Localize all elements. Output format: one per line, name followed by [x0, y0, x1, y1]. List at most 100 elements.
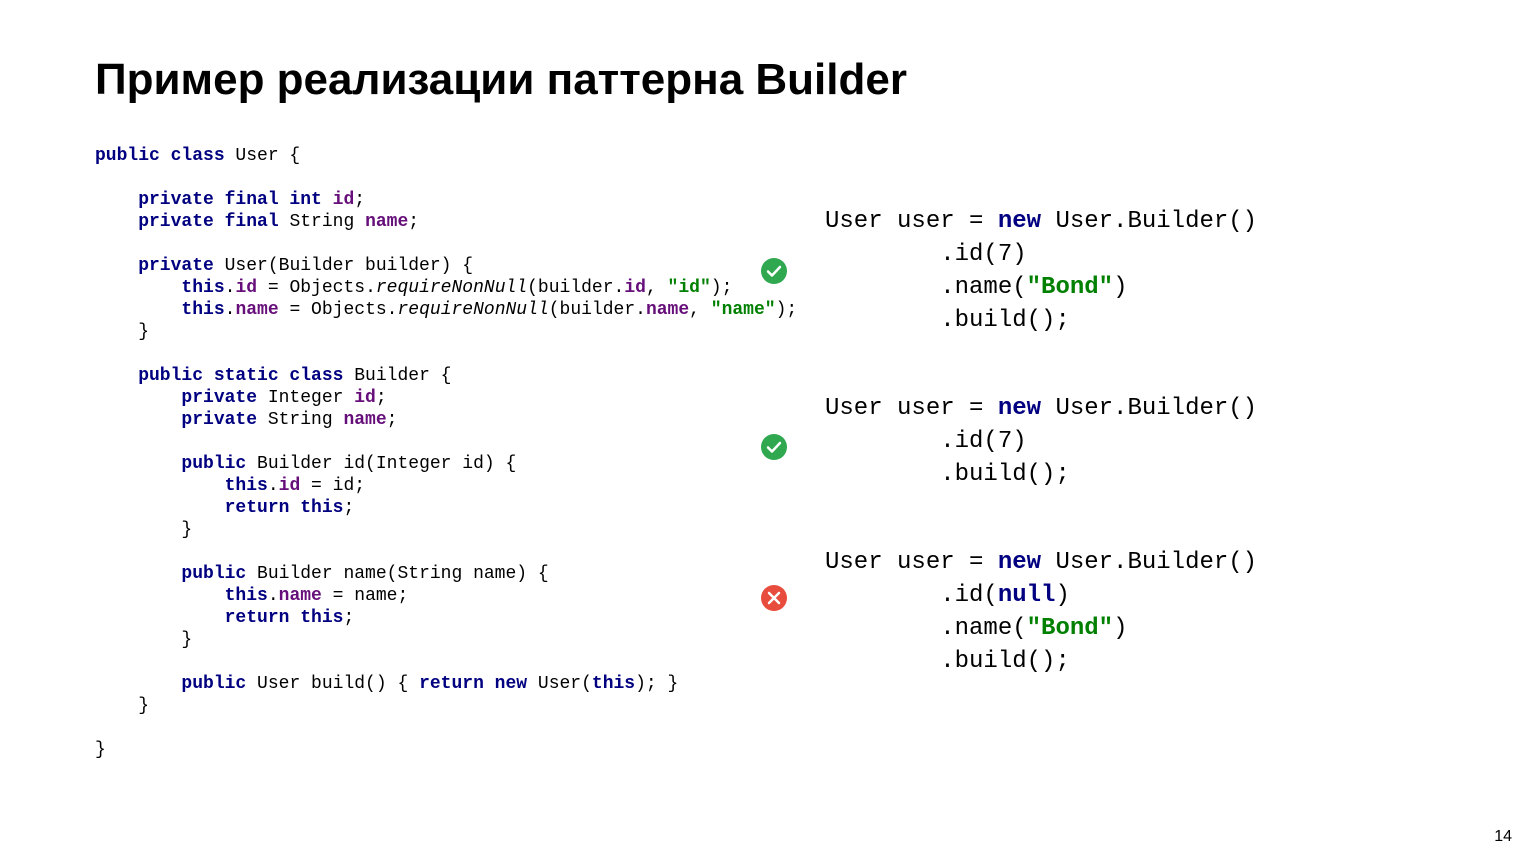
code-text: = name;	[322, 586, 408, 606]
code-text: User user =	[825, 549, 998, 576]
code-text: .build();	[825, 307, 1070, 334]
left-column: public class User { private final int id…	[95, 145, 815, 761]
code-text: String	[279, 212, 365, 232]
code-text: public	[95, 454, 246, 474]
code-text: )	[1113, 615, 1127, 642]
code-text: "name"	[711, 300, 776, 320]
code-text: .build();	[825, 461, 1070, 488]
code-text: String	[257, 410, 343, 430]
code-text: ); }	[635, 674, 678, 694]
code-text: .id(7)	[825, 241, 1027, 268]
code-text: = Objects.	[257, 278, 376, 298]
code-text: }	[95, 696, 149, 716]
code-text: public class	[95, 146, 225, 166]
code-text: .id(	[825, 582, 998, 609]
code-text: .	[268, 476, 279, 496]
code-text: ;	[343, 608, 354, 628]
code-text: id	[354, 388, 376, 408]
usage-code: User user = new User.Builder() .id(7) .n…	[825, 205, 1441, 337]
code-text: .name(	[825, 274, 1027, 301]
usage-code: User user = new User.Builder() .id(7) .b…	[825, 392, 1441, 491]
code-text: User build() {	[246, 674, 419, 694]
code-text: requireNonNull	[397, 300, 548, 320]
code-text: "id"	[668, 278, 711, 298]
page-number: 14	[1494, 828, 1512, 846]
code-text: ,	[689, 300, 711, 320]
code-text: ,	[646, 278, 668, 298]
code-text: );	[711, 278, 733, 298]
code-text: "Bond"	[1027, 615, 1113, 642]
code-text: User {	[225, 146, 301, 166]
code-text: name	[365, 212, 408, 232]
code-text: name	[279, 586, 322, 606]
code-text: this	[95, 278, 225, 298]
code-text: }	[95, 322, 149, 342]
code-text: .	[225, 300, 236, 320]
code-text: private final	[95, 212, 279, 232]
code-text: ;	[354, 190, 365, 210]
code-text: }	[95, 520, 192, 540]
usage-block-3: User user = new User.Builder() .id(null)…	[825, 546, 1441, 678]
usage-block-1: User user = new User.Builder() .id(7) .n…	[825, 205, 1441, 337]
code-text: name	[235, 300, 278, 320]
check-icon	[761, 258, 787, 284]
code-text: .	[225, 278, 236, 298]
code-text: id	[333, 190, 355, 210]
code-left: public class User { private final int id…	[95, 145, 815, 761]
code-text: new	[998, 208, 1041, 235]
code-text: return this	[95, 498, 343, 518]
code-text: private	[95, 256, 214, 276]
code-text: User user =	[825, 208, 998, 235]
code-text: private	[95, 410, 257, 430]
code-text: public	[95, 674, 246, 694]
code-text: )	[1055, 582, 1069, 609]
code-text: return this	[95, 608, 343, 628]
code-text: );	[776, 300, 798, 320]
code-text: }	[95, 630, 192, 650]
code-text: this	[592, 674, 635, 694]
code-text: name	[343, 410, 386, 430]
code-text: id	[279, 476, 301, 496]
slide: Пример реализации паттерна Builder publi…	[0, 0, 1536, 864]
code-text: this	[95, 476, 268, 496]
code-text: User user =	[825, 395, 998, 422]
slide-title: Пример реализации паттерна Builder	[95, 55, 1441, 105]
code-text: public	[95, 564, 246, 584]
code-text: null	[998, 582, 1056, 609]
code-text: Builder id(Integer id) {	[246, 454, 516, 474]
code-text: (builder.	[549, 300, 646, 320]
code-text: new	[998, 395, 1041, 422]
code-text: .name(	[825, 615, 1027, 642]
code-text: private final int	[95, 190, 333, 210]
code-text: ;	[387, 410, 398, 430]
code-text: public static class	[95, 366, 343, 386]
code-text: User(Builder builder) {	[214, 256, 473, 276]
code-text: Builder name(String name) {	[246, 564, 548, 584]
code-text: }	[95, 740, 106, 760]
code-text: Integer	[257, 388, 354, 408]
code-text: ;	[343, 498, 354, 518]
code-text: new	[998, 549, 1041, 576]
code-text: this	[95, 300, 225, 320]
check-icon	[761, 434, 787, 460]
code-text: (builder.	[527, 278, 624, 298]
code-text: "Bond"	[1027, 274, 1113, 301]
code-text: .id(7)	[825, 428, 1027, 455]
spacer	[825, 145, 1441, 205]
code-text: .	[268, 586, 279, 606]
code-text: name	[646, 300, 689, 320]
code-text: .build();	[825, 648, 1070, 675]
usage-block-2: User user = new User.Builder() .id(7) .b…	[825, 392, 1441, 491]
code-text: ;	[376, 388, 387, 408]
code-text: User.Builder()	[1041, 395, 1257, 422]
code-text: )	[1113, 274, 1127, 301]
code-text: requireNonNull	[376, 278, 527, 298]
columns: public class User { private final int id…	[95, 145, 1441, 761]
code-text: id	[624, 278, 646, 298]
code-text: this	[95, 586, 268, 606]
code-text: return new	[419, 674, 527, 694]
code-text: = Objects.	[279, 300, 398, 320]
cross-icon	[761, 585, 787, 611]
code-text: id	[235, 278, 257, 298]
code-text: = id;	[300, 476, 365, 496]
